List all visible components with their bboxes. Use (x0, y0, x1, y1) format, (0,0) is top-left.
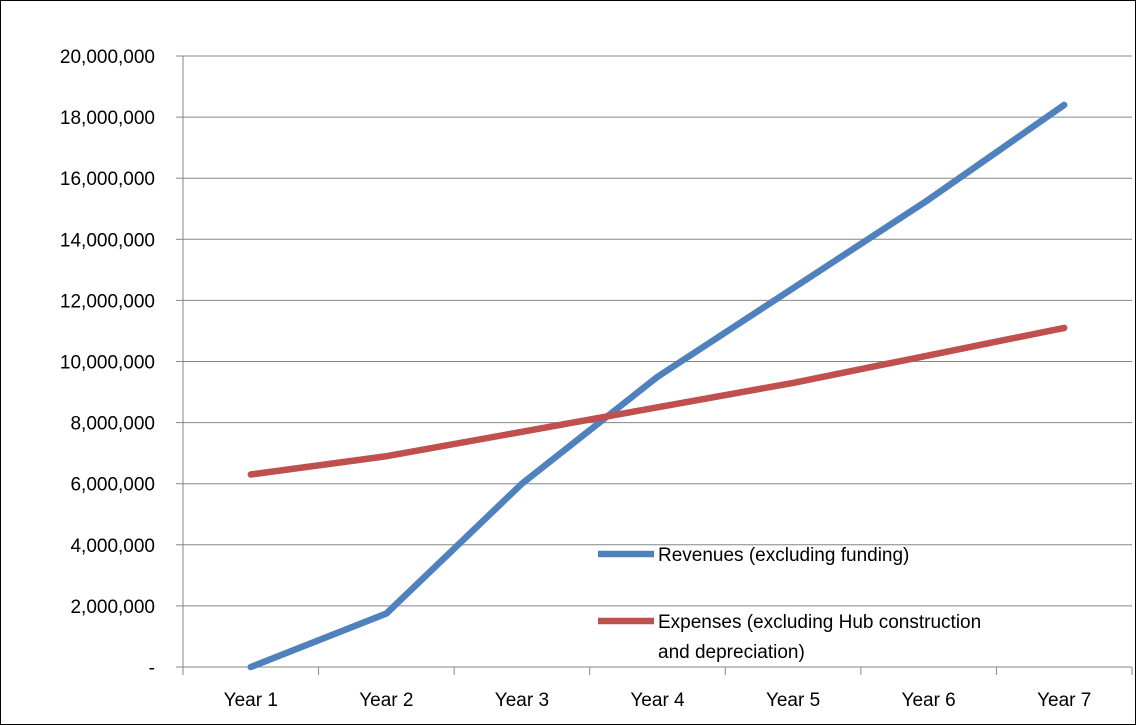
y-tick-label: 6,000,000 (70, 475, 155, 496)
x-tick-label: Year 2 (359, 690, 413, 711)
y-tick-label: - (149, 658, 155, 679)
series-line-revenues (247, 101, 1068, 671)
legend-label-expenses: Expenses (excluding Hub construction and … (658, 612, 981, 663)
x-tick-label: Year 6 (902, 690, 956, 711)
y-tick-labels: - 2,000,000 4,000,000 6,000,000 8,000,000 10,… (60, 47, 155, 679)
y-tick-label: 2,000,000 (70, 597, 155, 618)
series-lines (247, 101, 1068, 671)
x-tick-label: Year 7 (1037, 690, 1091, 711)
legend-label-revenues: Revenues (excluding funding) (658, 545, 909, 566)
x-tick-label: Year 4 (630, 690, 685, 711)
x-tick-label: Year 5 (766, 690, 820, 711)
gridlines (183, 55, 1132, 607)
axes (176, 55, 1133, 675)
x-tick-label: Year 1 (224, 690, 278, 711)
y-tick-label: 18,000,000 (60, 108, 155, 129)
y-tick-label: 20,000,000 (60, 47, 155, 68)
y-tick-label: 16,000,000 (60, 169, 155, 190)
y-tick-label: 4,000,000 (70, 536, 155, 557)
series-line-expenses (247, 324, 1068, 478)
y-tick-label: 14,000,000 (60, 230, 155, 251)
y-tick-label: 8,000,000 (70, 414, 155, 435)
x-tick-labels: Year 1 Year 2 Year 3 Year 4 Year 5 Year 6 Year… (224, 690, 1092, 711)
y-tick-label: 10,000,000 (60, 353, 155, 374)
legend: Revenues (excluding funding) Expenses (ex… (598, 545, 981, 663)
y-tick-label: 12,000,000 (60, 291, 155, 312)
x-tick-label: Year 3 (495, 690, 549, 711)
